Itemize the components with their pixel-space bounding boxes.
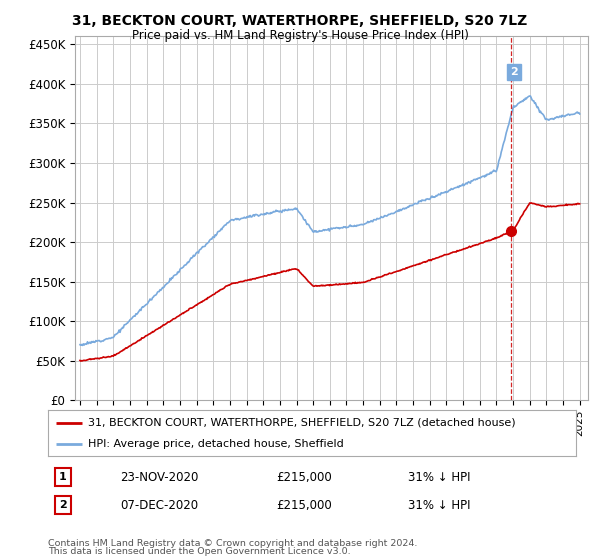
Text: 07-DEC-2020: 07-DEC-2020: [120, 498, 198, 512]
Text: This data is licensed under the Open Government Licence v3.0.: This data is licensed under the Open Gov…: [48, 547, 350, 556]
Text: 31% ↓ HPI: 31% ↓ HPI: [408, 470, 470, 484]
Text: Price paid vs. HM Land Registry's House Price Index (HPI): Price paid vs. HM Land Registry's House …: [131, 29, 469, 42]
Text: HPI: Average price, detached house, Sheffield: HPI: Average price, detached house, Shef…: [88, 439, 343, 449]
Text: 23-NOV-2020: 23-NOV-2020: [120, 470, 199, 484]
Text: 2: 2: [510, 67, 518, 77]
Text: 31% ↓ HPI: 31% ↓ HPI: [408, 498, 470, 512]
Text: 2: 2: [59, 500, 67, 510]
Text: 31, BECKTON COURT, WATERTHORPE, SHEFFIELD, S20 7LZ: 31, BECKTON COURT, WATERTHORPE, SHEFFIEL…: [73, 14, 527, 28]
Text: £215,000: £215,000: [276, 498, 332, 512]
Text: £215,000: £215,000: [276, 470, 332, 484]
Text: 1: 1: [59, 472, 67, 482]
Text: Contains HM Land Registry data © Crown copyright and database right 2024.: Contains HM Land Registry data © Crown c…: [48, 539, 418, 548]
Text: 31, BECKTON COURT, WATERTHORPE, SHEFFIELD, S20 7LZ (detached house): 31, BECKTON COURT, WATERTHORPE, SHEFFIEL…: [88, 418, 515, 428]
